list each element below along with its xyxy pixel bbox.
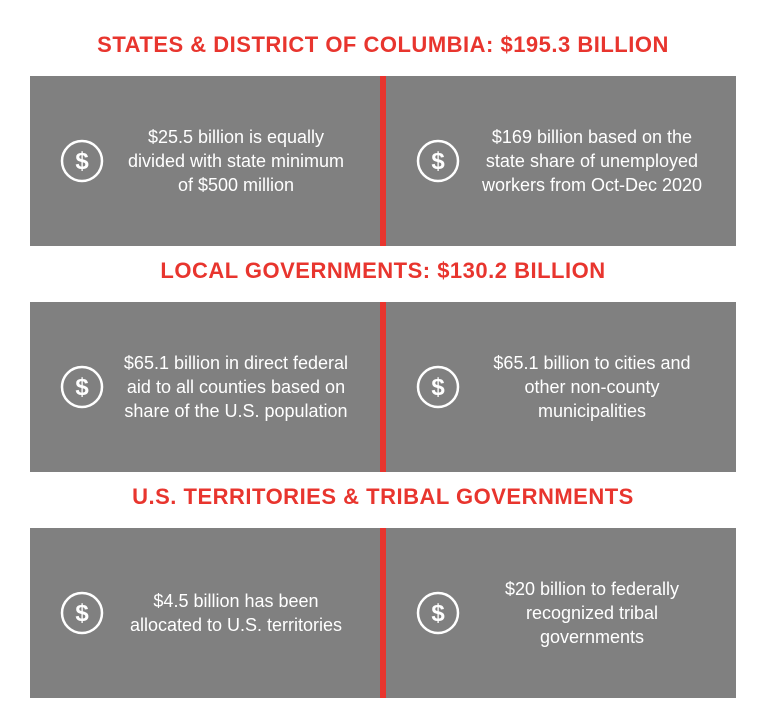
vertical-divider [380, 76, 386, 246]
svg-text:$: $ [431, 374, 445, 401]
section-title-local: LOCAL GOVERNMENTS: $130.2 BILLION [30, 246, 736, 302]
panel-local-right: $ $65.1 billion to cities and other non-… [386, 302, 736, 472]
panel-text: $65.1 billion in direct federal aid to a… [122, 351, 350, 424]
panel-states-right: $ $169 billion based on the state share … [386, 76, 736, 246]
svg-text:$: $ [75, 600, 89, 627]
vertical-divider [380, 302, 386, 472]
panel-row-territories: $ $4.5 billion has been allocated to U.S… [30, 528, 736, 698]
section-title-territories: U.S. TERRITORIES & TRIBAL GOVERNMENTS [30, 472, 736, 528]
dollar-icon: $ [416, 591, 460, 635]
svg-text:$: $ [75, 374, 89, 401]
dollar-icon: $ [416, 139, 460, 183]
dollar-icon: $ [60, 591, 104, 635]
section-states: STATES & DISTRICT OF COLUMBIA: $195.3 BI… [30, 20, 736, 246]
panel-text: $4.5 billion has been allocated to U.S. … [122, 589, 350, 638]
dollar-icon: $ [60, 139, 104, 183]
svg-text:$: $ [431, 148, 445, 175]
panel-local-left: $ $65.1 billion in direct federal aid to… [30, 302, 380, 472]
panel-states-left: $ $25.5 billion is equally divided with … [30, 76, 380, 246]
panel-text: $169 billion based on the state share of… [478, 125, 706, 198]
section-title-states: STATES & DISTRICT OF COLUMBIA: $195.3 BI… [30, 20, 736, 76]
svg-text:$: $ [75, 148, 89, 175]
vertical-divider [380, 528, 386, 698]
panel-text: $25.5 billion is equally divided with st… [122, 125, 350, 198]
panel-text: $20 billion to federally recognized trib… [478, 577, 706, 650]
dollar-icon: $ [60, 365, 104, 409]
panel-territories-right: $ $20 billion to federally recognized tr… [386, 528, 736, 698]
panel-text: $65.1 billion to cities and other non-co… [478, 351, 706, 424]
section-local: LOCAL GOVERNMENTS: $130.2 BILLION $ $65.… [30, 246, 736, 472]
panel-row-states: $ $25.5 billion is equally divided with … [30, 76, 736, 246]
dollar-icon: $ [416, 365, 460, 409]
svg-text:$: $ [431, 600, 445, 627]
section-territories: U.S. TERRITORIES & TRIBAL GOVERNMENTS $ … [30, 472, 736, 698]
panel-territories-left: $ $4.5 billion has been allocated to U.S… [30, 528, 380, 698]
panel-row-local: $ $65.1 billion in direct federal aid to… [30, 302, 736, 472]
